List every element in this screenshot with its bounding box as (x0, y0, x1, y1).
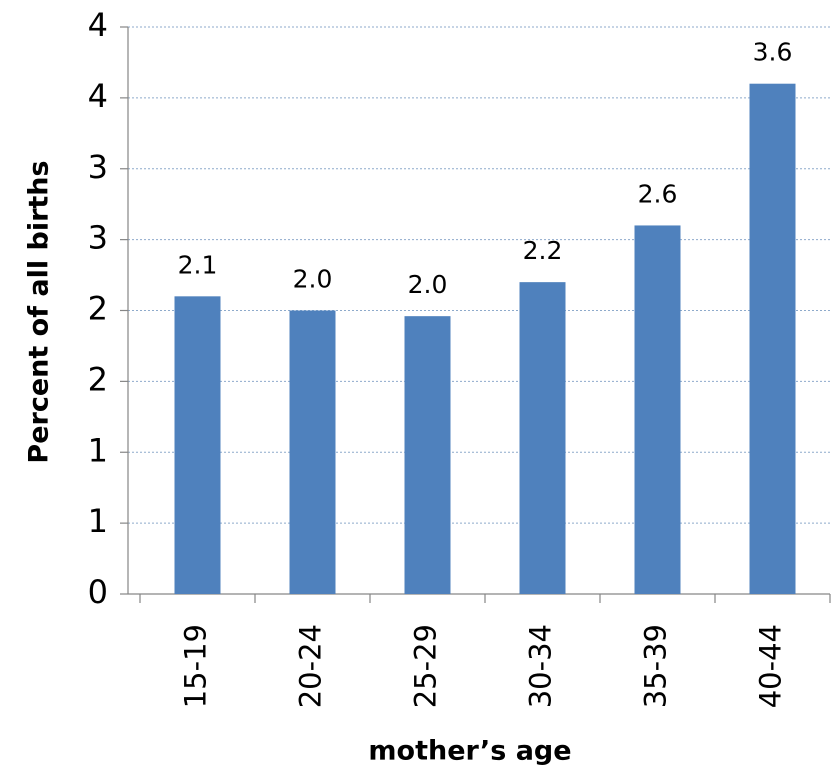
x-tick-label: 30-34 (524, 624, 558, 708)
bar (404, 316, 451, 594)
y-tick-label: 4 (88, 77, 108, 115)
bar (519, 282, 566, 594)
bar (174, 296, 221, 594)
y-tick-label: 1 (88, 502, 108, 540)
bar (749, 83, 796, 594)
y-tick-label: 4 (88, 6, 108, 44)
value-label: 2.1 (178, 250, 218, 279)
y-tick-label: 0 (88, 573, 108, 611)
bar (634, 225, 681, 594)
x-tick-label: 15-19 (179, 624, 213, 708)
y-tick-label: 3 (88, 219, 108, 257)
bar (289, 310, 336, 594)
value-label: 3.6 (753, 38, 793, 67)
x-tick-label: 40-44 (754, 624, 788, 708)
value-label: 2.0 (293, 265, 333, 294)
y-tick-label: 1 (88, 431, 108, 469)
value-label: 2.0 (408, 270, 448, 299)
y-tick-label: 3 (88, 148, 108, 186)
value-label: 2.2 (523, 236, 563, 265)
y-tick-label: 2 (88, 290, 108, 328)
x-axis-title: mother’s age (368, 736, 571, 767)
x-tick-label: 35-39 (639, 624, 673, 708)
x-tick-label: 20-24 (294, 624, 328, 708)
y-tick-label: 2 (88, 360, 108, 398)
value-label: 2.6 (638, 179, 678, 208)
x-tick-label: 25-29 (409, 624, 443, 708)
y-axis-title: Percent of all births (24, 160, 55, 463)
